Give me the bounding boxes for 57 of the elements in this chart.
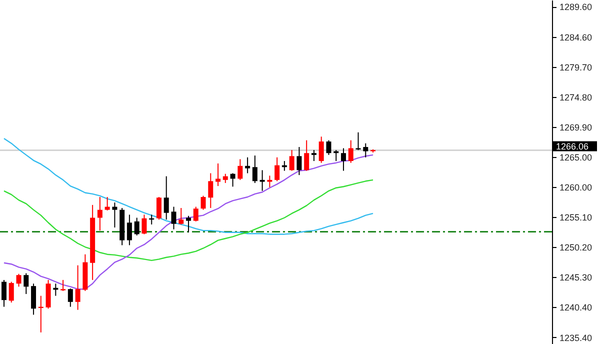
candlestick (8, 281, 14, 304)
candlestick (60, 279, 66, 292)
candlestick (193, 206, 198, 222)
candlestick (142, 214, 147, 235)
candlestick (216, 162, 221, 187)
y-tick-label: 1265.00 (560, 152, 592, 162)
candlestick (97, 196, 102, 232)
candlestick (340, 148, 346, 172)
candlestick (2, 279, 6, 308)
candlestick (318, 136, 324, 164)
candlestick (171, 206, 176, 230)
candlestick (245, 156, 250, 174)
line-series (3, 179, 374, 262)
y-tick-label: 1245.30 (560, 272, 592, 282)
candlestick (31, 283, 36, 316)
y-tick-label: 1235.40 (560, 332, 592, 343)
candlestick (134, 217, 140, 236)
candlestick (348, 140, 354, 164)
candlestick (164, 176, 169, 220)
y-tick-label: 1240.40 (560, 302, 592, 312)
y-tick-label: 1279.70 (560, 62, 592, 73)
y-tick-label: 1284.60 (560, 32, 592, 43)
candlestick (126, 214, 132, 246)
candlestick (68, 288, 73, 308)
candlestick (200, 195, 206, 210)
candlestick (363, 142, 368, 158)
candlestick (311, 150, 316, 162)
candlestick (296, 146, 302, 176)
candlestick (326, 140, 332, 156)
candlestick (304, 140, 310, 172)
candlestick (178, 207, 184, 225)
candlestick (186, 215, 191, 233)
ref-line-label: 1266.06 (556, 141, 589, 152)
candlestick (260, 170, 265, 192)
y-tick-label: 1250.20 (560, 242, 592, 253)
candlestick (208, 172, 214, 208)
candlestick (267, 175, 272, 188)
y-tick-label: 1289.60 (560, 2, 592, 12)
candlestick (230, 172, 236, 188)
y-tick-label: 1255.10 (560, 212, 592, 223)
y-tick-label: 1274.80 (560, 92, 592, 102)
candlestick (46, 279, 51, 310)
candlestick (112, 202, 118, 228)
candlestick (238, 158, 243, 180)
candlestick (289, 150, 294, 172)
y-tick-label: 1260.00 (560, 182, 592, 193)
line-series (3, 138, 374, 235)
candlestick (156, 196, 162, 220)
candlestick (222, 173, 228, 184)
candlestick (24, 272, 29, 294)
candlestick (16, 273, 22, 288)
candlestick (274, 156, 280, 182)
candlestick (104, 196, 110, 211)
candlestick (75, 264, 80, 310)
candlestick (356, 132, 361, 151)
y-tick-label: 1269.90 (560, 122, 592, 132)
candlestick (252, 155, 258, 184)
